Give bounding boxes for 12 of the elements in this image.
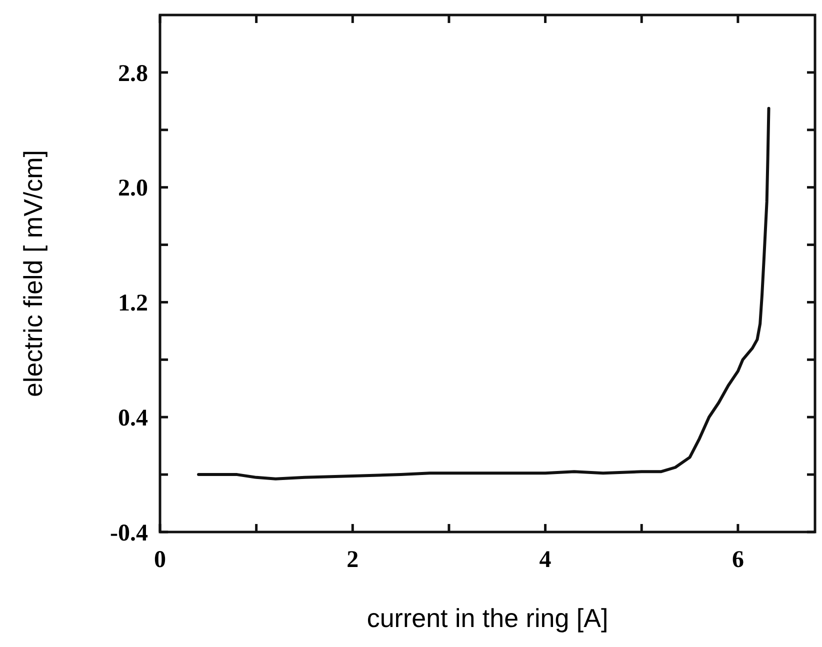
y-tick-label: -0.4 [110,520,148,546]
x-axis-title: current in the ring [A] [366,603,608,633]
x-tick-label: 2 [346,547,359,573]
x-tick-label: 0 [154,547,166,573]
y-tick-label: 2.0 [118,176,148,202]
y-tick-label: 1.2 [118,290,148,317]
x-tick-label: 6 [732,547,744,573]
y-tick-label: 2.8 [118,60,148,87]
y-tick-label: 0.4 [118,406,148,432]
y-axis-title: electric field [ mV/cm] [18,150,48,398]
x-tick-label: 4 [539,547,552,573]
line-series [197,106,770,480]
